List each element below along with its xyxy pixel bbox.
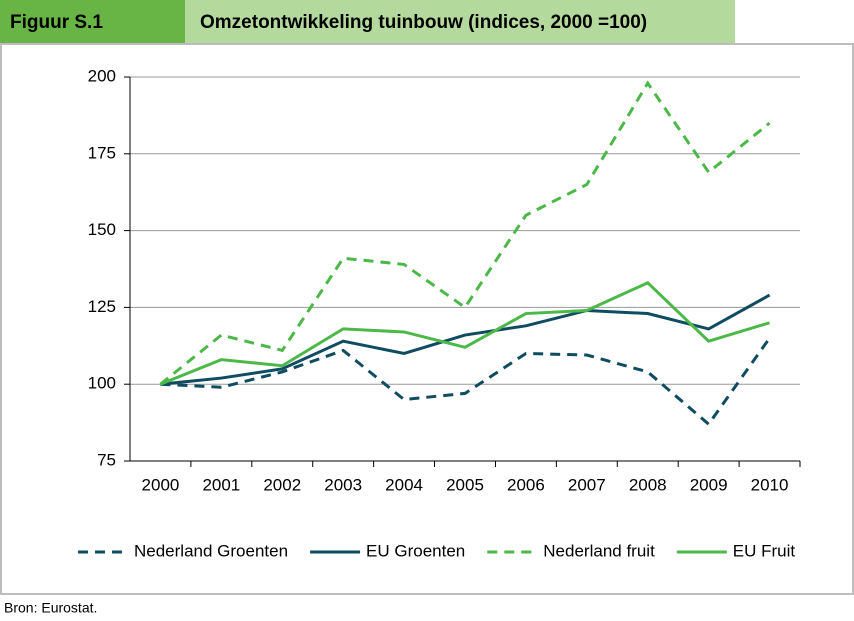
series-line xyxy=(160,337,771,427)
legend-label: EU Groenten xyxy=(366,541,465,560)
x-tick-label: 2002 xyxy=(263,475,301,494)
x-tick-label: 2003 xyxy=(324,475,362,494)
x-tick-label: 2010 xyxy=(751,475,789,494)
series-line xyxy=(159,80,771,386)
x-tick-label: 2008 xyxy=(629,475,667,494)
y-tick-label: 150 xyxy=(88,220,116,239)
x-tick-label: 2000 xyxy=(142,475,180,494)
figure-frame xyxy=(0,43,854,595)
y-tick-label: 75 xyxy=(97,450,116,469)
x-tick-label: 2001 xyxy=(202,475,240,494)
x-tick-label: 2007 xyxy=(568,475,606,494)
header-title-box xyxy=(185,0,735,44)
x-tick-label: 2004 xyxy=(385,475,423,494)
y-tick-label: 200 xyxy=(88,66,116,85)
x-tick-label: 2005 xyxy=(446,475,484,494)
header-label-box xyxy=(0,0,185,44)
y-tick-label: 100 xyxy=(88,374,116,393)
y-tick-label: 175 xyxy=(88,143,116,162)
x-tick-label: 2006 xyxy=(507,475,545,494)
chart-title: Omzetontwikkeling tuinbouw (indices, 200… xyxy=(200,12,647,33)
legend-label: Nederland fruit xyxy=(543,541,655,560)
x-tick-label: 2009 xyxy=(690,475,728,494)
legend-label: Nederland Groenten xyxy=(134,541,288,560)
series-line xyxy=(160,293,771,386)
source-note: Bron: Eurostat. xyxy=(4,600,97,616)
legend-label: EU Fruit xyxy=(733,541,796,560)
figure-label: Figuur S.1 xyxy=(10,12,103,33)
y-tick-label: 125 xyxy=(88,297,116,316)
series-line xyxy=(159,281,770,386)
